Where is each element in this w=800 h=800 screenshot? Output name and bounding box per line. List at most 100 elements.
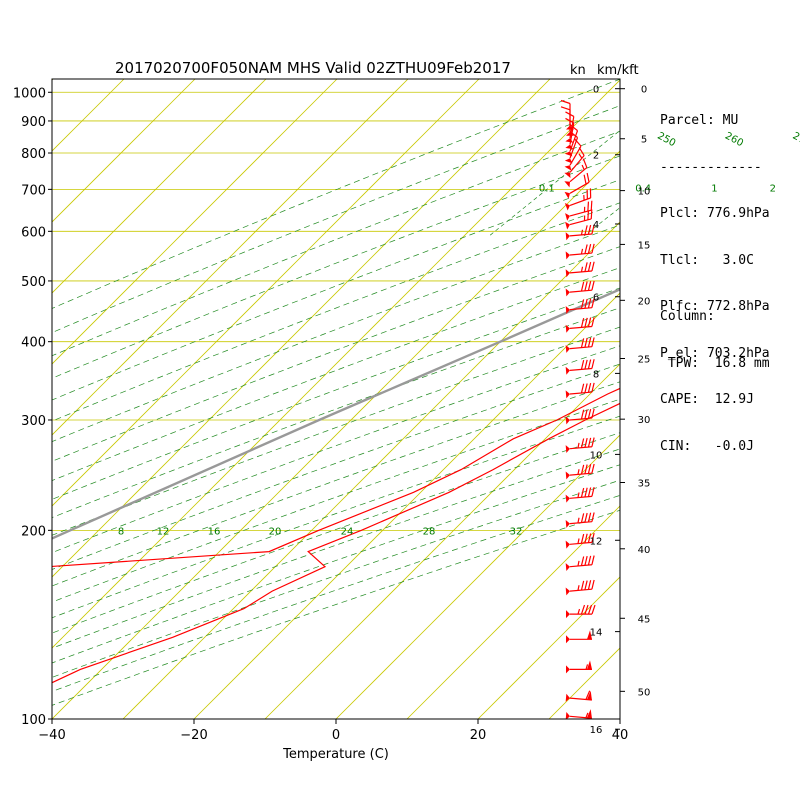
plcl-line: Plcl: 776.9hPa — [660, 206, 770, 221]
x-tick-label: 0 — [332, 728, 340, 743]
barb-full — [587, 298, 592, 309]
isotherm-line — [52, 79, 409, 436]
column-info-panel: Column: TPW: 16.8 mm — [660, 278, 770, 387]
barb-full — [583, 174, 587, 185]
dry-adiabat-line — [52, 363, 620, 570]
x-tick-label: −20 — [180, 728, 207, 743]
wind-barb — [565, 555, 595, 572]
barb-full — [589, 188, 592, 198]
pressure-tick-label: 300 — [21, 414, 46, 429]
pressure-tick-label: 600 — [21, 225, 46, 240]
wind-barb — [564, 158, 588, 188]
barb-full — [569, 124, 578, 132]
barb-shaft — [569, 289, 592, 293]
mixing-ratio-label: 0.1 — [539, 183, 555, 194]
barb-head — [565, 144, 574, 150]
dry-adiabat-line — [52, 381, 620, 587]
isotherm-label: 12 — [157, 526, 170, 537]
barb-full — [591, 359, 595, 369]
barb-full — [586, 189, 588, 200]
barb-full — [580, 360, 585, 370]
barb-shaft — [569, 521, 592, 525]
barb-head — [564, 158, 573, 164]
barb-full — [591, 317, 595, 327]
barb-half — [583, 206, 586, 213]
plfc-line: Plfc: 772.8hPa — [660, 299, 770, 314]
barb-full — [591, 280, 595, 291]
pel-line: P_el: 703.2hPa — [660, 345, 770, 361]
barb-full — [584, 604, 589, 615]
x-tick-label: 40 — [612, 728, 629, 743]
dry-adiabat-line — [52, 307, 620, 518]
barb-full — [591, 555, 595, 565]
barb-full — [584, 464, 588, 474]
barb-head — [564, 203, 570, 211]
barb-head — [565, 324, 570, 333]
pressure-tick-label: 800 — [21, 147, 46, 162]
km-tick-label: 8 — [593, 369, 599, 380]
barb-full — [584, 244, 588, 254]
barb-full — [587, 244, 592, 254]
barb-half — [578, 153, 583, 159]
barb-half — [580, 229, 584, 236]
barb-full — [580, 604, 586, 615]
kft-tick-label: 10 — [638, 187, 651, 198]
barb-half — [581, 164, 585, 171]
isotherm-line — [122, 221, 620, 719]
barb-half — [580, 266, 584, 273]
barb-head — [566, 131, 574, 136]
isotherm-label: 28 — [423, 526, 436, 537]
barb-head — [566, 665, 570, 674]
barb-full — [584, 298, 588, 309]
isotherm-line — [52, 150, 620, 719]
chart-title: 2017020700F050NAM MHS Valid 02ZTHU09Feb2… — [115, 59, 511, 77]
barb-full — [587, 261, 592, 272]
isotherm-label: 20 — [269, 526, 282, 537]
barb-shaft — [569, 209, 592, 217]
barb-head — [565, 471, 570, 480]
wind-barb — [565, 709, 592, 719]
isobar-lines — [52, 91, 620, 719]
barb-head — [565, 138, 574, 143]
barb-full — [587, 409, 592, 419]
km-tick-label: 12 — [590, 536, 603, 547]
barb-shaft — [569, 197, 591, 206]
km-tick-label: 4 — [593, 220, 599, 231]
isotherm-label: 16 — [208, 526, 221, 537]
barb-head — [564, 181, 570, 188]
barb-full — [591, 261, 595, 272]
isotherm-label: 32 — [510, 526, 523, 537]
barb-shaft — [569, 233, 592, 237]
wind-barb — [566, 604, 596, 619]
barb-full — [587, 487, 592, 497]
barb-pennant — [587, 630, 592, 640]
barb-full — [580, 580, 585, 591]
barb-head — [565, 540, 570, 549]
wind-barb — [565, 579, 595, 596]
isotherm-lines — [52, 79, 620, 719]
wind-barb — [564, 147, 585, 179]
barb-shaft — [569, 218, 592, 226]
barb-shaft — [569, 181, 590, 194]
barb-head — [566, 635, 570, 644]
barb-half — [585, 664, 589, 670]
isotherm-line — [193, 292, 620, 719]
barb-head — [565, 288, 570, 297]
barb-full — [591, 512, 595, 522]
barb-full — [591, 604, 596, 615]
barb-full — [580, 338, 585, 348]
barb-full — [582, 158, 588, 168]
wind-barb — [565, 337, 595, 353]
dry-adiabat-label: 270 — [791, 131, 800, 150]
barb-full — [580, 438, 585, 448]
barb-head — [565, 366, 570, 375]
barb-shaft — [569, 391, 592, 395]
kft-tick-label: 5 — [641, 135, 647, 146]
barb-full — [585, 690, 591, 700]
barb-full — [584, 225, 588, 235]
wind-barb — [565, 463, 595, 480]
x-axis-label: Temperature (C) — [282, 747, 389, 762]
dry-adiabat-line — [52, 415, 620, 619]
wind-barb — [565, 261, 595, 278]
